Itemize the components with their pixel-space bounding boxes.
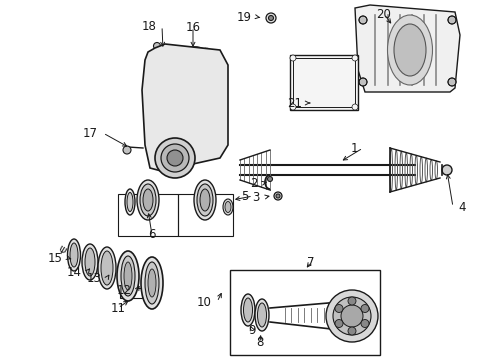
Ellipse shape — [70, 243, 78, 267]
Circle shape — [347, 297, 355, 305]
Ellipse shape — [145, 262, 159, 304]
Text: ψ: ψ — [56, 244, 67, 256]
Text: 18: 18 — [142, 19, 157, 32]
Circle shape — [441, 165, 451, 175]
Text: 7: 7 — [306, 256, 314, 269]
Circle shape — [267, 176, 272, 181]
Text: 3: 3 — [252, 190, 260, 203]
Ellipse shape — [254, 299, 268, 331]
Bar — [292, 58, 354, 107]
Ellipse shape — [101, 251, 113, 285]
Ellipse shape — [98, 247, 116, 289]
Text: 10: 10 — [197, 296, 212, 309]
Ellipse shape — [243, 298, 252, 322]
Ellipse shape — [386, 15, 431, 85]
Circle shape — [358, 16, 366, 24]
Bar — [178, 194, 232, 236]
Bar — [118, 194, 178, 236]
Circle shape — [334, 305, 342, 312]
Circle shape — [265, 13, 275, 23]
Text: 16: 16 — [185, 21, 200, 33]
Circle shape — [360, 305, 368, 312]
Circle shape — [351, 104, 357, 110]
Ellipse shape — [393, 24, 425, 76]
Ellipse shape — [140, 184, 156, 216]
Circle shape — [334, 320, 342, 328]
Bar — [229, 270, 379, 355]
Ellipse shape — [224, 202, 230, 212]
Text: 17: 17 — [83, 126, 98, 140]
Circle shape — [161, 144, 189, 172]
Circle shape — [358, 78, 366, 86]
Text: 13: 13 — [87, 271, 102, 284]
Ellipse shape — [67, 239, 81, 271]
Ellipse shape — [141, 257, 163, 309]
Text: 5: 5 — [240, 189, 247, 202]
Ellipse shape — [82, 244, 98, 280]
Ellipse shape — [85, 248, 95, 276]
Text: 15: 15 — [48, 252, 63, 265]
Ellipse shape — [200, 189, 209, 211]
Circle shape — [447, 78, 455, 86]
Circle shape — [153, 42, 160, 50]
Ellipse shape — [124, 262, 132, 290]
Circle shape — [351, 55, 357, 61]
Ellipse shape — [137, 180, 159, 220]
Circle shape — [325, 290, 377, 342]
Text: 8: 8 — [256, 337, 263, 350]
Text: 19: 19 — [237, 10, 251, 23]
Text: 4: 4 — [457, 201, 465, 213]
Ellipse shape — [223, 199, 232, 215]
Circle shape — [268, 15, 273, 21]
Text: 1: 1 — [350, 141, 357, 154]
Text: 14: 14 — [67, 266, 82, 279]
Circle shape — [273, 192, 282, 200]
Text: 2: 2 — [250, 176, 258, 189]
Ellipse shape — [142, 189, 153, 211]
Bar — [120, 288, 142, 298]
Ellipse shape — [117, 251, 139, 301]
Text: 9: 9 — [248, 324, 255, 337]
Circle shape — [275, 194, 280, 198]
Circle shape — [347, 327, 355, 335]
Ellipse shape — [148, 269, 156, 297]
Circle shape — [167, 150, 183, 166]
Bar — [289, 55, 357, 110]
Circle shape — [332, 297, 370, 335]
Polygon shape — [354, 5, 459, 92]
Circle shape — [289, 55, 295, 61]
Ellipse shape — [125, 189, 135, 215]
Text: 11: 11 — [110, 302, 125, 315]
Ellipse shape — [241, 294, 254, 326]
Ellipse shape — [127, 193, 133, 212]
Circle shape — [289, 104, 295, 110]
Text: 20: 20 — [376, 8, 390, 21]
Circle shape — [340, 305, 362, 327]
Circle shape — [123, 146, 131, 154]
Ellipse shape — [194, 180, 216, 220]
Text: 21: 21 — [286, 96, 302, 109]
Circle shape — [155, 138, 195, 178]
Text: 12: 12 — [117, 284, 132, 297]
Polygon shape — [142, 44, 227, 172]
Ellipse shape — [257, 303, 266, 327]
Text: 6: 6 — [148, 229, 156, 242]
Ellipse shape — [121, 256, 135, 296]
Ellipse shape — [197, 184, 213, 216]
Circle shape — [447, 16, 455, 24]
Circle shape — [360, 320, 368, 328]
